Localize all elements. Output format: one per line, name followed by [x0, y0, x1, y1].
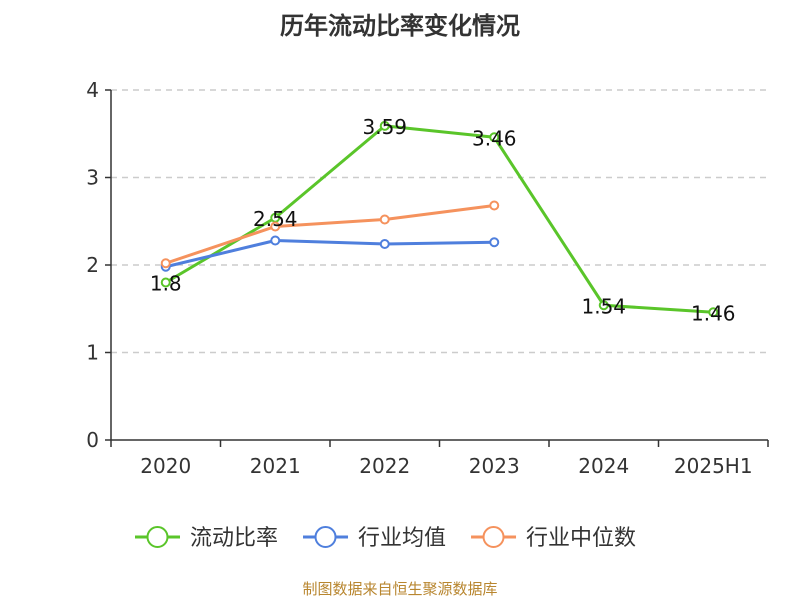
data-point — [489, 132, 500, 143]
legend-item: 流动比率 — [135, 526, 278, 551]
legend-item: 行业中位数 — [471, 526, 636, 551]
data-label: 1.54 — [581, 294, 626, 318]
data-point — [270, 235, 281, 246]
y-tick-label: 1 — [86, 341, 99, 365]
y-tick-label: 2 — [86, 253, 99, 277]
legend: 流动比率 行业均值 行业中位数 — [135, 526, 636, 551]
data-label: 3.46 — [472, 126, 517, 150]
series-line-1 — [164, 124, 714, 314]
data-point — [379, 239, 390, 249]
data-point — [708, 307, 719, 318]
x-tick-label: 2021 — [250, 454, 301, 478]
series-line-3 — [165, 204, 495, 265]
y-tick-label: 4 — [86, 78, 99, 102]
data-label: 2.54 — [253, 207, 298, 231]
source-note: 制图数据来自恒生聚源数据库 — [302, 580, 497, 598]
axes: 0 1 2 3 4 2020 2021 2022 2023 2024 2025H1 — [86, 78, 769, 478]
y-tick-label: 3 — [86, 166, 99, 190]
x-tick-label: 2024 — [578, 454, 629, 478]
legend-item: 行业均值 — [303, 526, 446, 551]
data-point — [489, 200, 500, 211]
x-tick-label: 2020 — [140, 454, 191, 478]
data-label: 1.8 — [150, 272, 182, 296]
legend-marker — [314, 526, 337, 548]
data-label: 3.59 — [362, 115, 407, 139]
grid — [111, 89, 768, 354]
x-tick-label: 2022 — [359, 454, 410, 478]
data-point — [270, 221, 281, 232]
chart-title: 历年流动比率变化情况 — [280, 12, 520, 40]
x-tick-label: 2023 — [469, 454, 520, 478]
series-line-2 — [165, 239, 495, 269]
data-labels: 1.8 2.54 3.59 3.46 1.54 1.46 — [150, 115, 736, 325]
legend-marker — [146, 526, 169, 548]
legend-label: 行业中位数 — [526, 526, 636, 551]
data-point — [160, 258, 171, 269]
series-group — [160, 120, 719, 318]
data-point — [598, 300, 609, 311]
data-point — [379, 214, 390, 225]
data-point — [160, 277, 171, 288]
data-point — [379, 120, 390, 131]
legend-marker — [482, 526, 505, 548]
legend-label: 流动比率 — [190, 526, 278, 551]
data-point — [489, 237, 500, 248]
legend-label: 行业均值 — [358, 526, 446, 551]
data-label: 1.46 — [691, 301, 736, 325]
y-tick-label: 0 — [86, 428, 99, 452]
x-tick-label: 2025H1 — [674, 454, 753, 478]
